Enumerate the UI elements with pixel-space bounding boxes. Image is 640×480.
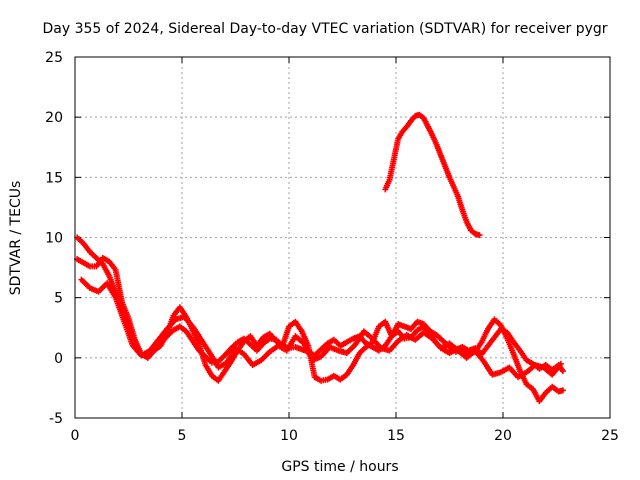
plot-frame: [74, 56, 611, 419]
series-track-d: [382, 111, 483, 239]
x-tick-label: 25: [601, 428, 619, 444]
x-axis-label: GPS time / hours: [281, 459, 398, 475]
y-tick-label: 0: [54, 351, 63, 367]
x-tick-label: 5: [178, 428, 187, 444]
data-point: [559, 387, 566, 394]
chart-title: Day 355 of 2024, Sidereal Day-to-day VTE…: [42, 21, 607, 37]
data-point: [476, 232, 483, 239]
x-tick-label: 15: [387, 428, 405, 444]
x-tick-label: 0: [71, 428, 80, 444]
series-track-c: [78, 276, 564, 381]
series-track-b: [74, 254, 566, 405]
data-point: [559, 368, 566, 375]
data-point: [557, 360, 564, 367]
y-tick-label: 5: [54, 291, 63, 307]
data-points: [74, 111, 566, 405]
x-tick-label: 20: [494, 428, 512, 444]
axis-ticks: 0 5 10 15 20 25 -5 0 5 10 15 20 25: [45, 50, 619, 444]
y-tick-label: -5: [49, 411, 63, 427]
y-tick-label: 25: [45, 50, 63, 66]
y-axis-label: SDTVAR / TECUs: [8, 181, 24, 296]
x-tick-label: 10: [280, 428, 298, 444]
y-tick-label: 15: [45, 170, 63, 186]
y-tick-label: 20: [45, 110, 63, 126]
y-tick-label: 10: [45, 231, 63, 247]
grid: [75, 57, 610, 418]
